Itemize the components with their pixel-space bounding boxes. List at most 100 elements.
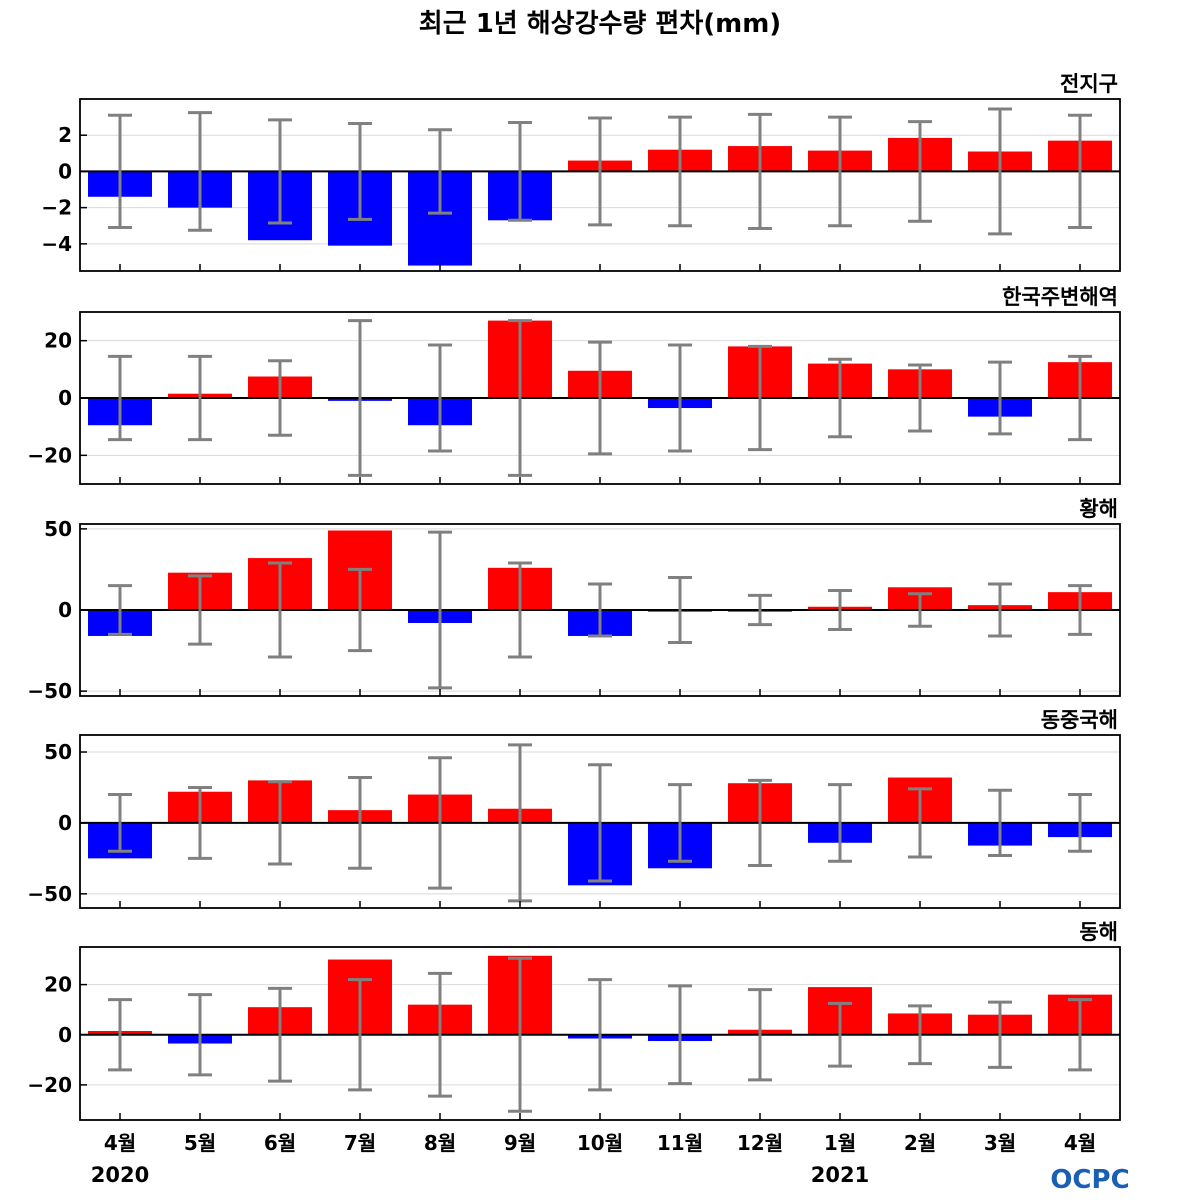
error-bar xyxy=(348,319,372,477)
x-tick-label: 12월 xyxy=(737,1131,783,1155)
error-bar xyxy=(908,120,932,223)
error-bar xyxy=(188,354,212,442)
error-bar xyxy=(828,1001,852,1068)
error-bar xyxy=(668,343,692,453)
error-bar xyxy=(908,787,932,859)
y-tick-label: 20 xyxy=(44,329,72,353)
y-tick-label: 0 xyxy=(58,598,72,622)
error-bar xyxy=(188,785,212,860)
error-bar xyxy=(588,582,612,638)
error-bar xyxy=(348,776,372,870)
error-bar xyxy=(508,561,532,659)
error-bar xyxy=(748,778,772,867)
error-bar xyxy=(348,121,372,221)
error-bar xyxy=(508,743,532,903)
x-tick-label: 4월 xyxy=(104,1131,136,1155)
error-bar xyxy=(668,984,692,1086)
error-bar xyxy=(108,354,132,442)
error-bar xyxy=(1068,998,1092,1072)
error-bar xyxy=(428,530,452,690)
error-bar xyxy=(508,319,532,477)
x-tick-label: 4월 xyxy=(1064,1131,1096,1155)
y-tick-label: −20 xyxy=(27,443,72,467)
error-bar xyxy=(908,1004,932,1066)
error-bar xyxy=(828,115,852,228)
error-bar xyxy=(188,993,212,1077)
error-bar xyxy=(988,360,1012,436)
error-bar xyxy=(188,574,212,646)
error-bar xyxy=(508,121,532,222)
error-bar xyxy=(1068,584,1092,636)
error-bar xyxy=(268,986,292,1083)
error-bar xyxy=(908,592,932,628)
x-tick-label: 3월 xyxy=(984,1131,1016,1155)
error-bar xyxy=(1068,113,1092,230)
error-bar xyxy=(988,107,1012,236)
error-bar xyxy=(188,111,212,232)
error-bar xyxy=(1068,793,1092,853)
error-bar xyxy=(588,340,612,456)
y-tick-label: 20 xyxy=(44,973,72,997)
y-tick-label: 0 xyxy=(58,1023,72,1047)
x-tick-label: 5월 xyxy=(184,1131,216,1155)
y-tick-label: 0 xyxy=(58,811,72,835)
y-tick-label: 2 xyxy=(58,123,72,147)
error-bar xyxy=(668,783,692,863)
error-bar xyxy=(668,576,692,644)
error-bar xyxy=(588,763,612,883)
x-tick-label: 11월 xyxy=(657,1131,703,1155)
error-bar xyxy=(748,112,772,230)
error-bar xyxy=(108,793,132,853)
error-bar xyxy=(348,978,372,1092)
chart-title: 최근 1년 해상강수량 편차(mm) xyxy=(419,9,781,39)
x-tick-label: 7월 xyxy=(344,1131,376,1155)
error-bar xyxy=(268,118,292,225)
y-tick-label: −20 xyxy=(27,1073,72,1097)
panel-title: 동해 xyxy=(1079,920,1118,944)
year-label: 2021 xyxy=(811,1163,869,1187)
x-axis: 4월 5월 6월 7월 8월 9월 10월 11월 12월 1월 2월 3월 4월 2020 2021 xyxy=(91,1131,1096,1187)
error-bar xyxy=(108,998,132,1072)
panel-5: 20 0 −20 동해 xyxy=(27,920,1121,1121)
error-bar xyxy=(988,582,1012,638)
error-bar xyxy=(828,783,852,863)
panel-3: 50 0 −50 황해 xyxy=(27,497,1121,703)
y-tick-label: 0 xyxy=(58,159,72,183)
panels-layer: 20−2−4전지구200−20한국주변해역500−50황해500−50동중국해2… xyxy=(27,72,1121,1121)
panel-title: 동중국해 xyxy=(1041,708,1118,732)
error-bar xyxy=(268,359,292,437)
error-bar xyxy=(828,589,852,631)
error-bar xyxy=(268,561,292,659)
y-tick-label: −4 xyxy=(41,232,72,256)
x-tick-label: 10월 xyxy=(577,1131,623,1155)
error-bar xyxy=(348,567,372,653)
error-bar xyxy=(828,357,852,439)
error-bar xyxy=(428,343,452,453)
error-bar xyxy=(508,956,532,1113)
panel-2: 20 0 −20 한국주변해역 xyxy=(27,285,1121,485)
error-bar xyxy=(108,584,132,636)
error-bar xyxy=(428,971,452,1098)
y-tick-label: −2 xyxy=(41,196,72,220)
error-bar xyxy=(428,128,452,215)
error-bar xyxy=(908,363,932,433)
y-tick-label: 50 xyxy=(44,740,72,764)
error-bar xyxy=(588,978,612,1092)
error-bar xyxy=(748,593,772,627)
error-bar xyxy=(108,113,132,230)
y-tick-label: −50 xyxy=(27,882,72,906)
y-tick-label: −50 xyxy=(27,679,72,703)
error-bar xyxy=(268,780,292,866)
error-bar xyxy=(748,988,772,1082)
panel-title: 전지구 xyxy=(1060,72,1118,96)
error-bar xyxy=(1068,354,1092,442)
error-bar xyxy=(988,1000,1012,1069)
error-bar xyxy=(588,116,612,227)
x-tick-label: 1월 xyxy=(824,1131,856,1155)
error-bar xyxy=(668,115,692,228)
error-bar xyxy=(748,344,772,452)
x-tick-label: 9월 xyxy=(504,1131,536,1155)
year-label: 2020 xyxy=(91,1163,149,1187)
x-tick-label: 2월 xyxy=(904,1131,936,1155)
